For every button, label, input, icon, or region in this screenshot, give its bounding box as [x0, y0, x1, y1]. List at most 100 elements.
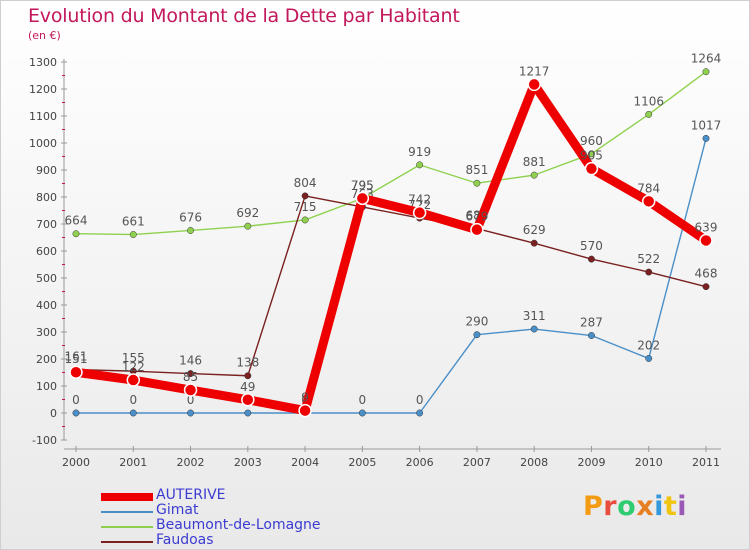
data-point-beaumont-de-lomagne: [244, 222, 252, 230]
data-label-gimat: 1017: [691, 118, 722, 132]
data-point-auterive: [241, 393, 255, 407]
x-tick-label: 2011: [692, 456, 720, 469]
data-point-faudoas: [187, 370, 194, 378]
data-point-auterive: [126, 373, 141, 387]
data-label-auterive: 122: [122, 360, 145, 374]
data-point-auterive: [183, 383, 198, 397]
data-label-beaumont-de-lomagne: 881: [523, 155, 546, 169]
data-label-gimat: 0: [359, 393, 367, 407]
series-line-beaumont-de-lomagne: [75, 71, 707, 236]
x-tick-label: 2002: [177, 456, 205, 469]
data-point-gimat: [702, 134, 710, 142]
data-point-faudoas: [702, 283, 710, 291]
y-tick-label: 200: [36, 353, 57, 366]
data-label-gimat: 0: [129, 393, 137, 407]
data-label-auterive: 151: [65, 352, 88, 366]
data-label-gimat: 0: [72, 393, 80, 407]
data-label-beaumont-de-lomagne: 715: [294, 200, 317, 214]
data-point-gimat: [244, 409, 252, 417]
data-point-gimat: [588, 332, 595, 339]
data-point-beaumont-de-lomagne: [416, 161, 424, 169]
data-point-beaumont-de-lomagne: [702, 68, 710, 76]
data-point-beaumont-de-lomagne: [129, 231, 137, 238]
logo-letter: P: [583, 491, 604, 522]
data-label-beaumont-de-lomagne: 851: [465, 163, 488, 177]
chart-title: Evolution du Montant de la Dette par Hab…: [28, 5, 460, 27]
data-label-beaumont-de-lomagne: 919: [408, 145, 431, 159]
data-label-auterive: 639: [695, 220, 718, 234]
data-point-beaumont-de-lomagne: [473, 179, 481, 187]
data-point-beaumont-de-lomagne: [301, 216, 309, 224]
legend-swatch: [101, 541, 153, 543]
data-label-beaumont-de-lomagne: 661: [122, 215, 145, 229]
y-tick-label: 700: [36, 218, 57, 231]
data-point-faudoas: [645, 268, 653, 276]
data-label-beaumont-de-lomagne: 664: [65, 214, 88, 228]
data-label-beaumont-de-lomagne: 795: [351, 178, 374, 192]
data-point-faudoas: [530, 239, 538, 247]
logo-letter: t: [663, 491, 678, 522]
data-point-beaumont-de-lomagne: [530, 171, 538, 179]
data-label-gimat: 0: [187, 393, 195, 407]
legend-swatch: [101, 526, 153, 528]
logo-letter: i: [677, 491, 688, 522]
x-tick-label: 2001: [119, 456, 147, 469]
x-tick-label: 2009: [577, 456, 605, 469]
x-tick-label: 2010: [635, 456, 663, 469]
data-label-faudoas: 161: [65, 350, 88, 364]
data-point-gimat: [187, 409, 194, 417]
x-tick-label: 2007: [463, 456, 491, 469]
data-label-faudoas: 468: [695, 267, 718, 281]
data-point-gimat: [473, 331, 481, 339]
x-tick-label: 2006: [406, 456, 434, 469]
data-point-gimat: [72, 409, 80, 417]
data-label-faudoas: 138: [236, 356, 259, 370]
data-label-faudoas: 570: [580, 239, 603, 253]
y-tick-label: 400: [36, 299, 57, 312]
y-tick-label: 100: [36, 380, 57, 393]
y-tick-label: 800: [36, 191, 57, 204]
logo-letter: r: [603, 491, 618, 522]
data-label-gimat: 202: [637, 338, 660, 352]
data-label-faudoas: 804: [294, 176, 317, 190]
proxiti-logo: Proxiti: [583, 491, 687, 522]
data-label-auterive: 784: [637, 181, 660, 195]
data-label-gimat: 0: [416, 393, 424, 407]
data-label-auterive: 1217: [519, 64, 550, 78]
data-point-faudoas: [301, 192, 309, 200]
data-point-beaumont-de-lomagne: [72, 230, 80, 238]
series-line-auterive: [71, 79, 711, 416]
series-line-faudoas: [75, 195, 707, 377]
y-tick-label: 1200: [29, 83, 57, 96]
data-label-auterive: 49: [240, 380, 255, 394]
y-tick-label: 500: [36, 272, 57, 285]
legend-label: AUTERIVE: [156, 487, 226, 503]
x-tick-label: 2003: [234, 456, 262, 469]
data-label-auterive: 85: [183, 370, 198, 384]
series-line-gimat: [75, 137, 707, 414]
data-point-auterive: [527, 77, 541, 92]
data-point-beaumont-de-lomagne: [645, 110, 653, 118]
logo-letter: x: [636, 491, 655, 522]
legend-label: Beaumont-de-Lomagne: [156, 517, 321, 533]
data-label-faudoas: 155: [122, 351, 145, 365]
data-point-gimat: [358, 409, 366, 417]
y-tick-label: 600: [36, 245, 57, 258]
data-label-auterive: 9: [301, 391, 309, 405]
data-label-auterive: 742: [408, 193, 431, 207]
data-point-gimat: [530, 325, 538, 333]
data-label-faudoas: 629: [523, 223, 546, 237]
data-point-auterive: [412, 205, 427, 220]
legend-label: Faudoas: [156, 532, 214, 548]
logo-letter: i: [654, 491, 664, 522]
data-point-auterive: [699, 233, 713, 248]
data-label-gimat: 290: [465, 315, 488, 329]
x-tick-label: 2000: [62, 456, 90, 469]
data-point-faudoas: [244, 372, 252, 380]
data-label-faudoas: 522: [637, 252, 660, 266]
y-tick-label: -100: [32, 434, 57, 447]
y-tick-label: 1100: [29, 110, 57, 123]
data-point-auterive: [584, 161, 599, 176]
data-point-auterive: [298, 403, 312, 418]
